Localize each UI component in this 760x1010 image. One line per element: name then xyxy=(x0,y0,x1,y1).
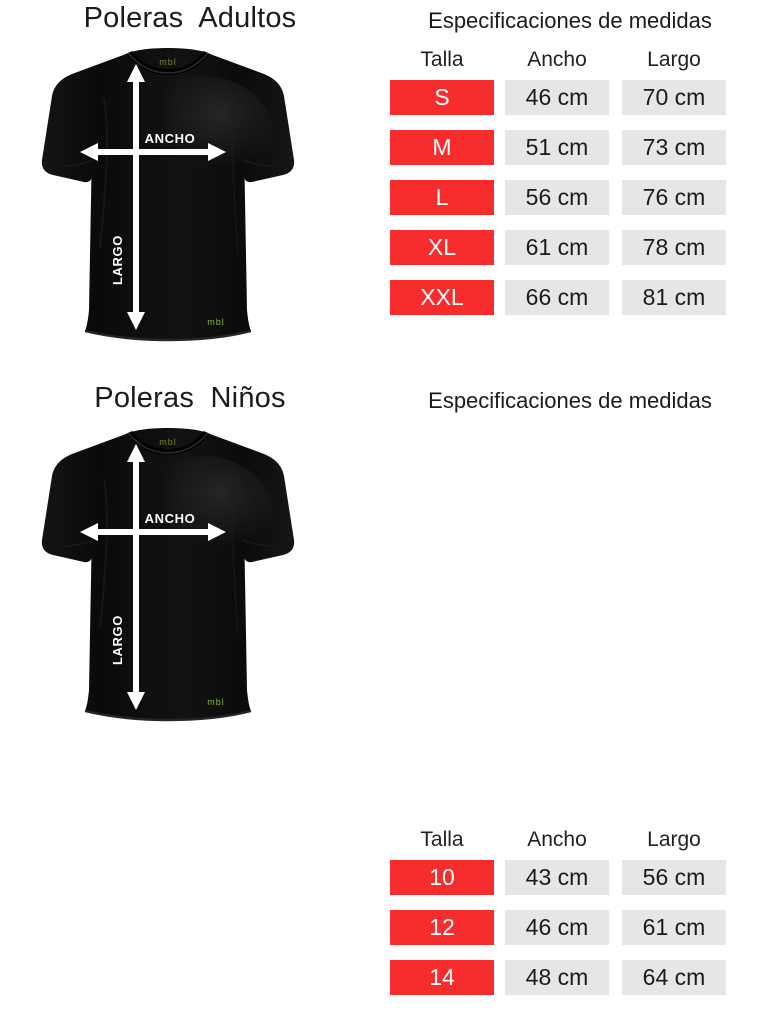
ancho-measure-arrow xyxy=(80,143,226,161)
size-badge: S xyxy=(390,80,494,115)
table-row: M 51 cm 73 cm xyxy=(380,130,760,180)
tshirt-chest-highlight xyxy=(134,76,274,200)
table-row: 14 48 cm 64 cm xyxy=(380,960,760,1010)
length-value: 64 cm xyxy=(622,960,726,995)
tshirt-svg: mbl mbl ANCHO LARGO xyxy=(41,48,295,342)
tshirt-diagram-adults: mbl mbl ANCHO LARGO xyxy=(18,48,318,348)
tshirt-fold-right xyxy=(231,101,239,255)
table-header-row-adults: Talla Ancho Largo xyxy=(380,48,760,80)
brand-mark-hem: mbl xyxy=(207,697,225,707)
largo-measure-arrow xyxy=(127,444,145,710)
width-value: 66 cm xyxy=(505,280,609,315)
ancho-label: ANCHO xyxy=(145,131,196,146)
tshirt-collar-rim xyxy=(127,52,209,74)
tshirt-sleeve-seam-left xyxy=(61,539,95,547)
column-header-ancho: Ancho xyxy=(527,48,587,71)
largo-label: LARGO xyxy=(110,235,125,285)
length-value: 61 cm xyxy=(622,910,726,945)
column-header-talla: Talla xyxy=(420,828,464,851)
size-badge: L xyxy=(390,180,494,215)
length-value: 56 cm xyxy=(622,860,726,895)
table-title-adults: Especificaciones de medidas xyxy=(428,8,712,33)
tshirt-collar-rim xyxy=(127,432,209,454)
tshirt-fold-left xyxy=(99,97,108,249)
width-value: 46 cm xyxy=(505,910,609,945)
column-header-largo: Largo xyxy=(647,48,701,71)
ancho-label: ANCHO xyxy=(145,511,196,526)
width-value: 43 cm xyxy=(505,860,609,895)
tshirt-diagram-kids: mbl mbl ANCHO LARGO xyxy=(18,428,318,728)
size-table-kids: Talla Ancho Largo 10 43 cm 56 cm 12 46 c… xyxy=(380,828,760,1010)
section-kids: Poleras Niños xyxy=(0,380,760,995)
brand-mark-collar: mbl xyxy=(159,57,177,67)
table-header-row-kids: Talla Ancho Largo xyxy=(380,828,760,860)
tshirt-sleeve-seam-right xyxy=(241,159,276,167)
size-badge: 12 xyxy=(390,910,494,945)
largo-label: LARGO xyxy=(110,615,125,665)
table-row: S 46 cm 70 cm xyxy=(380,80,760,130)
tshirt-fold-left xyxy=(99,477,108,629)
width-value: 48 cm xyxy=(505,960,609,995)
size-badge: 10 xyxy=(390,860,494,895)
size-table-adults: Talla Ancho Largo S 46 cm 70 cm M 51 cm … xyxy=(380,48,760,330)
width-value: 56 cm xyxy=(505,180,609,215)
table-row: XL 61 cm 78 cm xyxy=(380,230,760,280)
brand-mark-collar: mbl xyxy=(159,437,177,447)
tshirt-svg: mbl mbl ANCHO LARGO xyxy=(41,428,295,722)
size-badge: XXL xyxy=(390,280,494,315)
column-header-ancho: Ancho xyxy=(527,828,587,851)
table-row: XXL 66 cm 81 cm xyxy=(380,280,760,330)
brand-mark-hem: mbl xyxy=(207,317,225,327)
tshirt-chest-highlight xyxy=(134,456,274,580)
width-value: 51 cm xyxy=(505,130,609,165)
section-adults: Poleras Adultos xyxy=(0,0,760,380)
length-value: 70 cm xyxy=(622,80,726,115)
size-badge: XL xyxy=(390,230,494,265)
length-value: 78 cm xyxy=(622,230,726,265)
table-row: 10 43 cm 56 cm xyxy=(380,860,760,910)
column-header-largo: Largo xyxy=(647,828,701,851)
tshirt-sleeve-seam-left xyxy=(61,159,95,167)
length-value: 73 cm xyxy=(622,130,726,165)
size-badge: 14 xyxy=(390,960,494,995)
ancho-measure-arrow xyxy=(80,523,226,541)
table-title-kids: Especificaciones de medidas xyxy=(428,388,712,413)
size-badge: M xyxy=(390,130,494,165)
section-title-adults: Poleras Adultos xyxy=(83,2,297,34)
width-value: 61 cm xyxy=(505,230,609,265)
tshirt-hem xyxy=(84,709,252,722)
tshirt-fold-right xyxy=(231,481,239,635)
largo-measure-arrow xyxy=(127,64,145,330)
table-row: 12 46 cm 61 cm xyxy=(380,910,760,960)
length-value: 76 cm xyxy=(622,180,726,215)
width-value: 46 cm xyxy=(505,80,609,115)
tshirt-hem xyxy=(84,329,252,342)
column-header-talla: Talla xyxy=(420,48,464,71)
section-title-kids: Poleras Niños xyxy=(94,382,286,414)
table-row: L 56 cm 76 cm xyxy=(380,180,760,230)
tshirt-sleeve-seam-right xyxy=(241,539,276,547)
length-value: 81 cm xyxy=(622,280,726,315)
